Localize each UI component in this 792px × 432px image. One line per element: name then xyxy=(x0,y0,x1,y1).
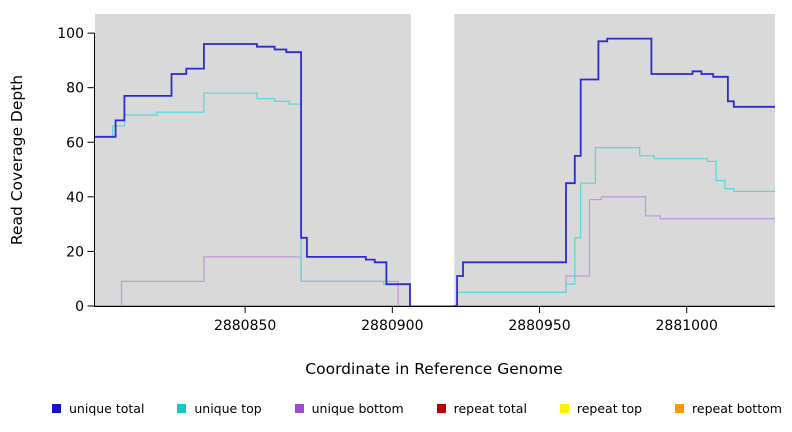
legend-label: repeat bottom xyxy=(692,401,782,416)
legend-label: repeat total xyxy=(453,401,527,416)
y-tick-label: 100 xyxy=(57,26,84,42)
legend-swatch-unique-top xyxy=(177,404,187,413)
y-tick-label: 40 xyxy=(66,190,84,206)
x-tick-label: 2880850 xyxy=(214,318,276,334)
legend-item-unique-top: unique top xyxy=(177,401,262,416)
legend-label: repeat top xyxy=(576,401,643,416)
x-axis-title: Coordinate in Reference Genome xyxy=(305,360,562,378)
legend-label: unique bottom xyxy=(311,401,404,416)
x-tick-label: 2881000 xyxy=(656,318,718,334)
plot-layer: 2880850 2880900 2880950 2881000 0 20 40 60 80 100 xyxy=(57,14,775,334)
legend-item-repeat-bottom: repeat bottom xyxy=(675,401,782,416)
legend-swatch-repeat-top xyxy=(559,404,569,413)
legend-swatch-unique-bottom xyxy=(294,404,304,413)
x-tick-label: 2880900 xyxy=(361,318,423,334)
legend-swatch-unique-total xyxy=(52,404,61,413)
legend-label: unique top xyxy=(194,401,262,416)
coverage-gap-region xyxy=(411,14,455,306)
x-tick-label: 2880950 xyxy=(508,318,570,334)
y-tick-label: 60 xyxy=(66,135,84,151)
legend-item-repeat-top: repeat top xyxy=(559,401,643,416)
legend-swatch-repeat-bottom xyxy=(675,404,685,413)
legend: unique total unique top unique bottom repea… xyxy=(0,401,792,416)
y-tick-label: 20 xyxy=(66,244,84,260)
chart-svg: 2880850 2880900 2880950 2881000 0 20 40 60 80 100… xyxy=(8,14,775,378)
y-tick-label: 80 xyxy=(66,81,84,97)
legend-item-unique-bottom: unique bottom xyxy=(294,401,404,416)
y-tick-label: 0 xyxy=(75,299,84,315)
y-axis-title: Read Coverage Depth xyxy=(8,75,26,245)
legend-item-unique-total: unique total xyxy=(52,401,144,416)
legend-swatch-repeat-total xyxy=(436,404,446,413)
legend-item-repeat-total: repeat total xyxy=(436,401,527,416)
legend-label: unique total xyxy=(69,401,145,416)
